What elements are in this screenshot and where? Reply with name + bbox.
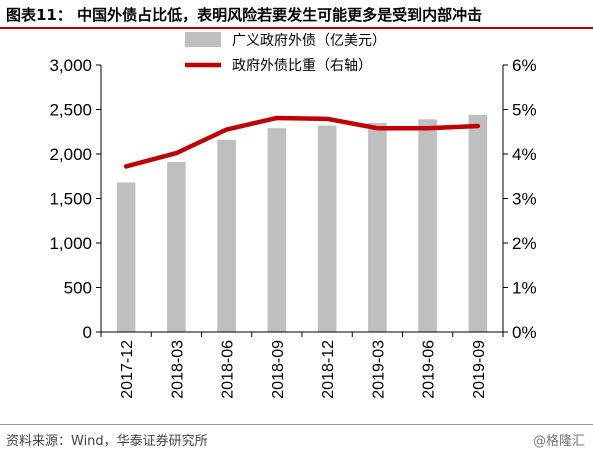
x-tick-label: 2018-06 [220, 340, 237, 399]
x-tick-label: 2019-03 [370, 340, 387, 399]
bar [116, 182, 136, 332]
x-tick-label: 2018-09 [270, 340, 287, 399]
bar [317, 125, 337, 333]
right-tick-label: 3% [512, 190, 537, 209]
bar [267, 128, 287, 332]
left-tick-label: 0 [83, 323, 92, 342]
right-tick-label: 6% [512, 56, 537, 75]
bar [167, 162, 186, 332]
left-tick-label: 500 [64, 279, 92, 298]
chart-title: 图表11： 中国外债占比低，表明风险若要发生可能更多是受到内部冲击 [6, 6, 483, 24]
bar [468, 114, 488, 332]
x-tick-label: 2018-03 [169, 340, 186, 399]
left-tick-label: 2,500 [49, 101, 92, 120]
x-tick-label: 2017-12 [119, 340, 136, 399]
bar [368, 122, 387, 332]
combo-chart: 0 500 1,000 1,500 2,000 2,500 3,000 0% 1% 2% 3% 4% 5… [49, 32, 537, 399]
legend-label-line: 政府外债比重（右轴） [232, 58, 372, 74]
source-note: 资料来源：Wind，华泰证券研究所 [6, 434, 208, 449]
left-tick-label: 1,000 [49, 234, 92, 253]
left-tick-label: 3,000 [49, 56, 92, 75]
bar [418, 119, 437, 332]
title-divider [0, 27, 593, 29]
right-tick-label: 4% [512, 145, 537, 164]
right-tick-label: 1% [512, 279, 537, 298]
x-tick-label: 2019-06 [421, 340, 438, 399]
title-bar: 图表11： 中国外债占比低，表明风险若要发生可能更多是受到内部冲击 [0, 0, 593, 30]
legend-label-bar: 广义政府外债（亿美元） [232, 33, 386, 49]
right-tick-label: 2% [512, 234, 537, 253]
watermark: @格隆汇 [532, 434, 585, 449]
line-series [123, 115, 481, 169]
x-tick-label: 2018-12 [320, 340, 337, 399]
right-tick-label: 5% [512, 101, 537, 120]
legend-swatch-bar [185, 32, 221, 47]
chart-area: 0 500 1,000 1,500 2,000 2,500 3,000 0% 1% 2% 3% 4% 5… [0, 30, 593, 420]
right-tick-label: 0% [512, 323, 537, 342]
left-tick-label: 2,000 [49, 145, 92, 164]
left-tick-label: 1,500 [49, 190, 92, 209]
x-tick-label: 2019-09 [471, 340, 488, 399]
bar [217, 139, 236, 332]
source-divider [0, 424, 593, 425]
